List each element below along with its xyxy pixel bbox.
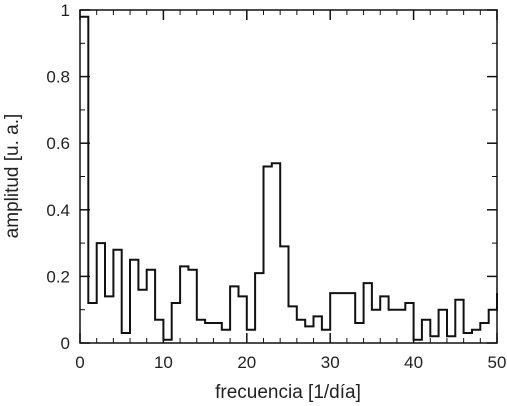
x-tick-label: 10 (154, 353, 173, 372)
y-tick-label: 0.4 (46, 201, 70, 220)
y-tick-label: 0.2 (46, 267, 70, 286)
tick-labels: 0 10 20 30 40 50 0 0.2 0.4 0.6 0.8 1 (46, 1, 506, 372)
amplitude-step-line (80, 15, 498, 341)
x-tick-label: 0 (75, 353, 84, 372)
y-tick-label: 0 (61, 334, 70, 353)
y-tick-label: 0.8 (46, 68, 70, 87)
x-tick-label: 30 (321, 353, 340, 372)
x-axis-label: frecuencia [1/día] (215, 382, 361, 403)
y-tick-label: 1 (61, 1, 70, 20)
x-tick-label: 50 (488, 353, 507, 372)
y-tick-label: 0.6 (46, 134, 70, 153)
x-tick-label: 40 (404, 353, 423, 372)
y-axis-label: amplitud [u. a.] (2, 114, 23, 239)
x-tick-label: 20 (237, 353, 256, 372)
